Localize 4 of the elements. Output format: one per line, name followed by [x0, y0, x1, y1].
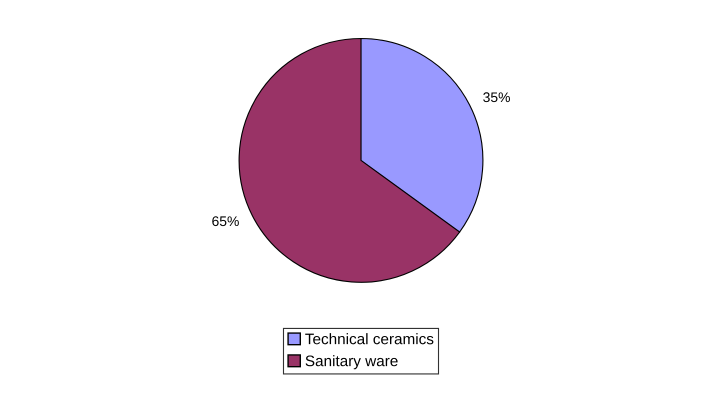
data-label: 35% [483, 92, 510, 102]
data-label: 65% [212, 216, 239, 226]
legend-label: Sanitary ware [306, 355, 398, 370]
legend-label: Technical ceramics [305, 333, 434, 344]
